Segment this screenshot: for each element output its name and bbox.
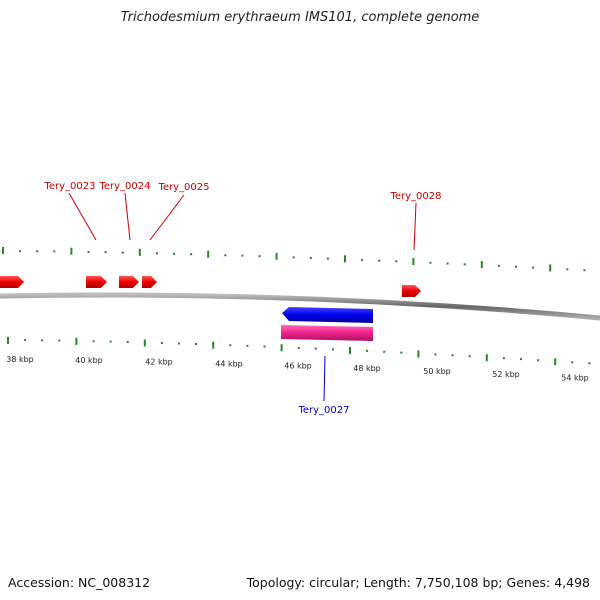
scale-label: 38 kbp [6,355,34,364]
scale-label: 40 kbp [75,356,103,365]
leader-line-tery-0028 [413,202,417,251]
gene-label-tery-0025: Tery_0025 [157,182,209,193]
scale-label: 54 kbp [561,374,589,383]
gene-arrow-unlabeled[interactable] [0,276,24,288]
leader-line-tery-0027 [323,355,326,402]
leader-line-tery-0024 [124,192,131,241]
scale-label: 42 kbp [145,357,173,366]
scale-label: 50 kbp [423,367,451,376]
accession-label: Accession: NC_008312 [8,575,151,590]
leader-line-tery-0023 [68,192,97,241]
scale-label: 44 kbp [215,359,243,368]
gene-arrow-tery-0025[interactable] [142,276,157,288]
gene-label-tery-0028: Tery_0028 [389,191,441,202]
gene-arrow-tery-0028[interactable] [402,285,421,297]
gene-arrow-tery-0027[interactable] [282,307,373,323]
gene-arrow-tery-0024[interactable] [119,276,139,288]
scale-label-row: 38 kbp 40 kbp 42 kbp 44 kbp 46 kbp 48 kbp 50 k… [6,355,589,383]
forward-tick-row [2,247,586,272]
genome-title: Trichodesmium erythraeum IMS101, complet… [120,10,480,25]
rna-feature[interactable] [281,325,373,341]
gene-label-tery-0023: Tery_0023 [43,181,95,192]
scale-label: 52 kbp [492,370,520,379]
genome-summary-label: Topology: circular; Length: 7,750,108 bp… [246,575,590,590]
scale-label: 48 kbp [353,364,381,373]
leader-line-tery-0025 [149,194,185,241]
gene-label-tery-0024: Tery_0024 [98,181,150,192]
scale-label: 46 kbp [284,362,312,371]
gene-label-tery-0027: Tery_0027 [297,405,349,416]
genome-backbone [0,292,600,321]
reverse-tick-row [7,337,591,366]
gene-arrow-tery-0023[interactable] [86,276,107,288]
